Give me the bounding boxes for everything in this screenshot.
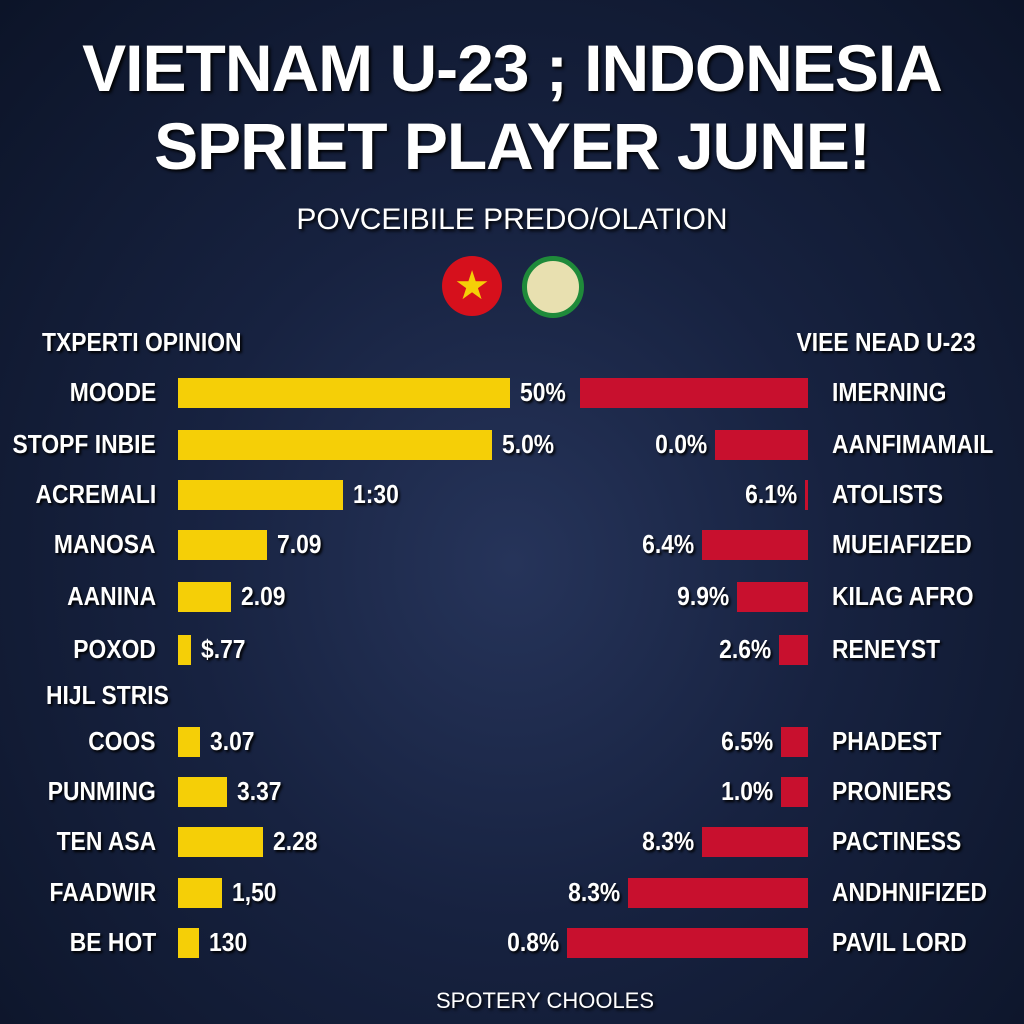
left-value: 1,50 [232, 877, 277, 907]
right-value: 6.4% [641, 529, 694, 559]
red-bar [781, 727, 808, 757]
right-heading: VIEE NEAD U-23 [796, 327, 976, 357]
red-bar [567, 928, 808, 958]
yellow-bar [178, 530, 267, 560]
left-heading: TXPERTI OPINION [42, 327, 242, 357]
flag-indonesia [522, 256, 584, 318]
red-bar [580, 378, 808, 408]
left-label: TEN ASA [56, 826, 156, 856]
footer: SPOTERY CHOOLES [436, 988, 655, 1013]
red-bar [781, 777, 808, 807]
left-label: FAADWIR [49, 877, 156, 907]
left-value: 7.09 [277, 529, 322, 559]
yellow-bar [178, 827, 263, 857]
right-value: 0.0% [654, 429, 707, 459]
red-bar [737, 582, 808, 612]
red-bar [628, 878, 808, 908]
right-value: 6.1% [744, 479, 797, 509]
section-heading: HIJL STRIS [46, 680, 169, 710]
right-label: MUEIAFIZED [832, 529, 972, 559]
right-label: PRONIERS [832, 776, 952, 806]
right-value: 2.6% [718, 634, 771, 664]
yellow-bar [178, 727, 200, 757]
yellow-bar [178, 430, 492, 460]
right-label: RENEYST [832, 634, 941, 664]
yellow-bar [178, 777, 227, 807]
left-value: 1:30 [353, 479, 399, 509]
yellow-bar [178, 582, 231, 612]
left-label: POXOD [73, 634, 156, 664]
left-label: MANOSA [54, 529, 156, 559]
left-value: 3.37 [237, 776, 282, 806]
left-value: 50% [520, 377, 566, 407]
title-line: SPRIET PLAYER JUNE! [154, 109, 871, 183]
left-value: $.77 [201, 634, 246, 664]
left-value: 2.09 [241, 581, 286, 611]
yellow-bar [178, 378, 510, 408]
red-bar [779, 635, 808, 665]
right-label: PAVIL LORD [832, 927, 967, 957]
left-label: COOS [88, 726, 156, 756]
left-value: 5.0% [502, 429, 555, 459]
right-label: ANDHNIFIZED [832, 877, 988, 907]
flag-vietnam: ★ [442, 256, 502, 316]
left-label: ACREMALI [35, 479, 156, 509]
right-value: 1.0% [720, 776, 773, 806]
right-label: AANFIMAMAIL [832, 429, 994, 459]
red-bar [805, 480, 808, 510]
red-bar [715, 430, 808, 460]
left-value: 3.07 [210, 726, 255, 756]
left-value: 2.28 [273, 826, 318, 856]
left-label: BE HOT [69, 927, 156, 957]
yellow-bar [178, 928, 199, 958]
subtitle: POVCEIBILE PREDO/OLATION [296, 203, 728, 236]
left-label: AANINA [67, 581, 156, 611]
right-value: 8.3% [641, 826, 694, 856]
right-label: ATOLISTS [832, 479, 944, 509]
left-label: PUNMING [47, 776, 156, 806]
yellow-bar [178, 480, 343, 510]
red-bar [702, 530, 808, 560]
right-label: IMERNING [832, 377, 947, 407]
left-label: STOPF INBIE [12, 429, 156, 459]
title-line: VIETNAM U-23 ; INDONESIA [82, 31, 943, 105]
right-value: 6.5% [720, 726, 773, 756]
red-bar [702, 827, 808, 857]
right-label: KILAG AFRO [832, 581, 974, 611]
right-value: 8.3% [567, 877, 620, 907]
right-value: 0.8% [506, 927, 559, 957]
right-value: 9.9% [676, 581, 729, 611]
yellow-bar [178, 878, 222, 908]
left-value: 130 [209, 927, 248, 957]
left-label: MOODE [69, 377, 156, 407]
right-label: PHADEST [832, 726, 942, 756]
right-label: PACTINESS [832, 826, 962, 856]
yellow-bar [178, 635, 191, 665]
